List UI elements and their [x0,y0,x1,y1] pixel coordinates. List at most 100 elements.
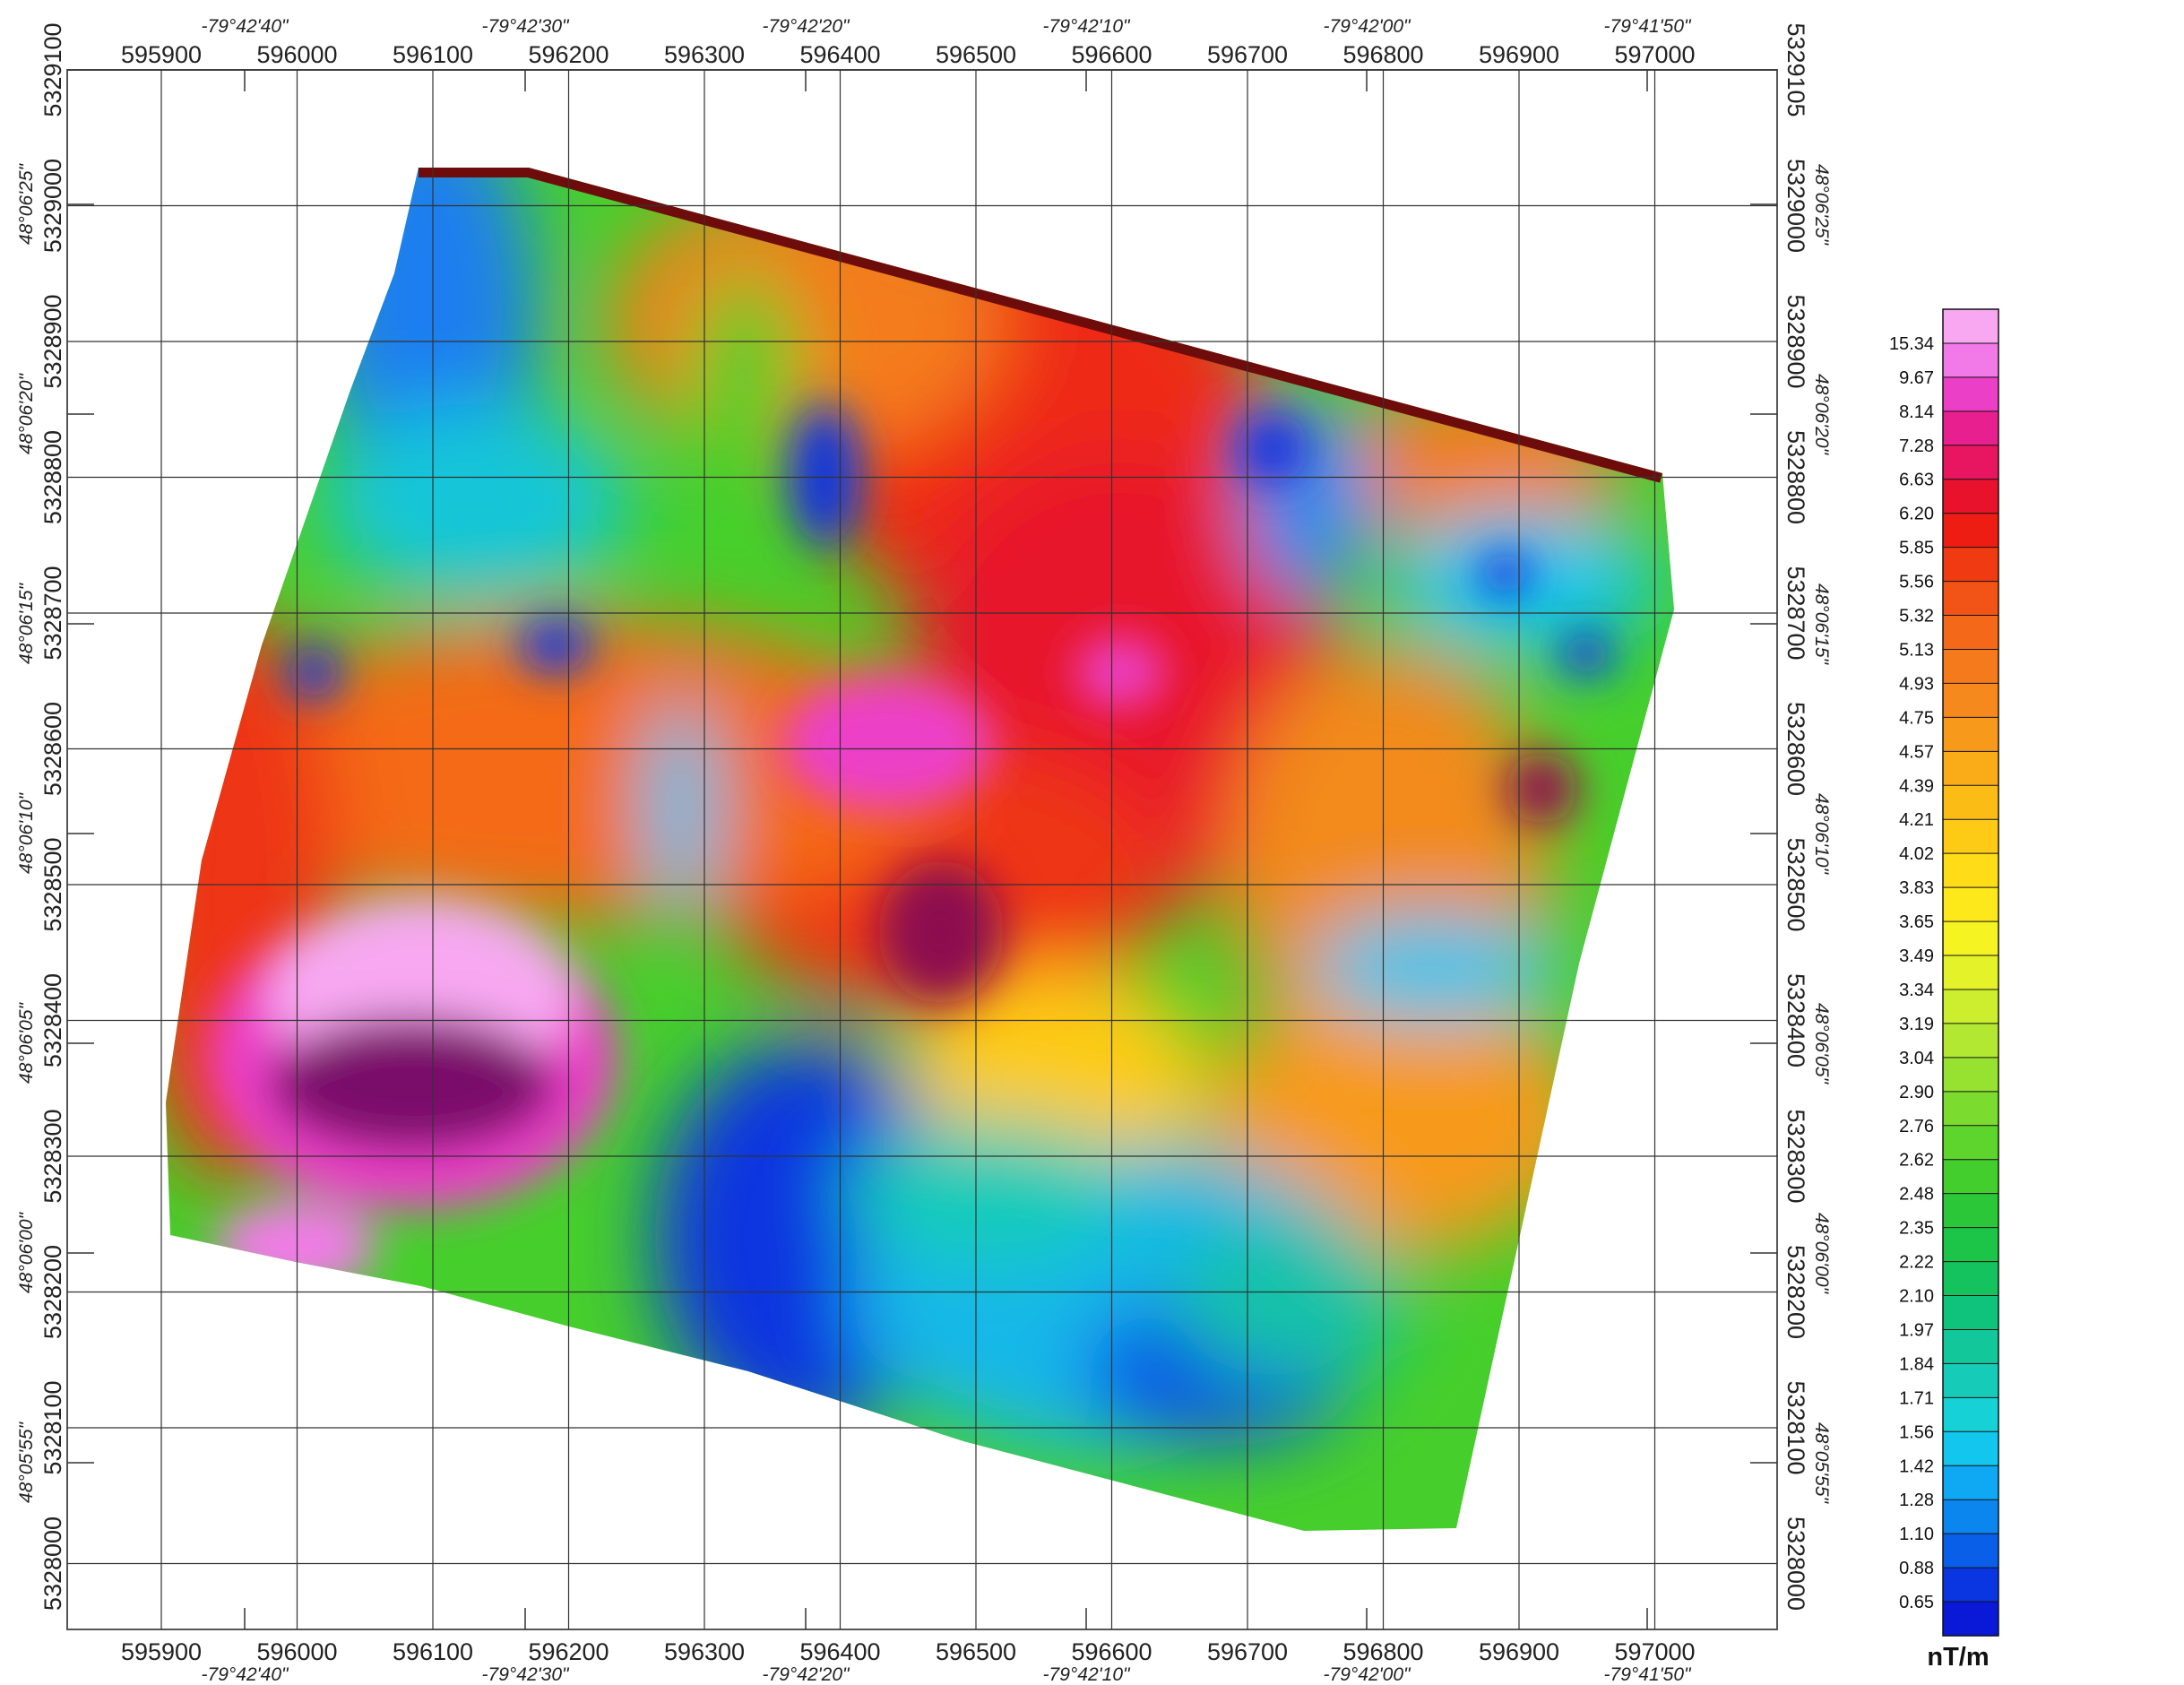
legend-bin [1943,1363,1998,1398]
colour-legend: 15.34 9.67 8.14 7.28 6.63 6.20 5.85 5.56 5.32 5.1… [1889,308,1999,1672]
legend-bin [1943,649,1998,685]
legend-bin [1943,1431,1998,1466]
legend-value-label: 5.32 [1899,607,1934,626]
easting-label-bottom: 596200 [528,1638,609,1665]
legend-value-label: 4.75 [1899,708,1934,728]
legend-value-label: 2.76 [1899,1117,1934,1136]
easting-label-top: 596300 [664,41,745,68]
latitude-label-left: 48°06'25" [16,162,37,244]
legend-bin [1943,819,1998,854]
legend-bin [1943,1159,1998,1195]
easting-label-top: 596900 [1479,41,1559,68]
legend-value-label: 5.56 [1899,573,1934,592]
longitude-label-top: -79°42'30" [482,16,570,37]
easting-label-bottom: 596300 [664,1638,745,1665]
legend-bin [1943,921,1998,956]
easting-label-bottom: 596900 [1479,1638,1559,1665]
legend-bin [1943,887,1998,922]
latitude-label-left: 48°06'20" [16,372,37,454]
northing-label-right: 5328800 [1783,430,1809,524]
northing-label-right: 5328100 [1783,1380,1809,1474]
northing-label-left: 5328100 [39,1380,66,1474]
legend-value-label: 5.85 [1899,539,1934,558]
legend-value-label: 4.93 [1899,674,1934,694]
legend-colour-bins [1942,308,1999,1637]
legend-bin [1943,445,1998,480]
legend-bin [1943,683,1998,718]
legend-bin [1943,1534,1998,1568]
legend-bin [1943,1397,1998,1432]
northing-label-right: 5328300 [1783,1109,1809,1203]
northing-label-right: 5328200 [1783,1245,1809,1339]
legend-bin [1943,581,1998,617]
northing-label-left: 5328400 [39,973,66,1067]
legend-value-label: 2.90 [1899,1083,1934,1102]
longitude-label-bottom: -79°42'00" [1324,1664,1411,1685]
easting-label-top: 596100 [393,41,473,68]
anomaly-raster [166,168,1674,1531]
legend-bin [1943,1193,1998,1229]
easting-label-top: 596200 [528,41,609,68]
legend-bin [1943,1125,1998,1161]
legend-value-label: 9.67 [1899,368,1934,388]
legend-bin [1943,1499,1998,1534]
easting-label-top: 596400 [799,41,880,68]
legend-value-label: 2.22 [1899,1253,1934,1273]
northing-label-left: 5328300 [39,1109,66,1203]
legend-value-label: 4.21 [1899,810,1934,830]
easting-label-bottom: 596800 [1342,1638,1423,1665]
easting-label-bottom: 597000 [1614,1638,1695,1665]
longitude-label-bottom: -79°41'50" [1604,1664,1692,1685]
easting-label-top: 597000 [1614,41,1695,68]
legend-border [1942,308,1999,1637]
easting-label-bottom: 596400 [799,1638,880,1665]
legend-bin [1943,615,1998,651]
legend-value-label: 1.97 [1899,1320,1934,1340]
legend-bin [1943,342,1998,378]
easting-label-bottom: 595900 [121,1638,202,1665]
legend-bin [1943,1091,1998,1127]
legend-value-label: 3.19 [1899,1015,1934,1034]
tick-labels: 595900 595900 596000 596000 596100 596100 5962… [16,16,1832,1685]
legend-value-label: 3.34 [1899,981,1934,1000]
longitude-label-bottom: -79°42'30" [482,1664,570,1685]
longitude-label-bottom: -79°42'20" [763,1664,850,1685]
legend-bin [1943,376,1998,412]
easting-label-top: 596600 [1071,41,1152,68]
legend-value-label: 6.63 [1899,471,1934,490]
legend-bin [1943,410,1998,446]
easting-label-bottom: 596700 [1207,1638,1288,1665]
legend-bin [1943,1261,1998,1297]
northing-label-right: 5328700 [1783,566,1809,660]
easting-label-top: 596500 [936,41,1016,68]
legend-bin [1943,1057,1998,1093]
longitude-label-top: -79°41'50" [1604,16,1692,37]
legend-bin [1943,751,1998,786]
northing-label-right: 5328500 [1783,837,1809,931]
legend-bin [1943,1465,1998,1500]
legend-value-label: 1.56 [1899,1422,1934,1442]
northing-label-left: 5328200 [39,1245,66,1339]
latitude-label-right: 48°05'55" [1811,1422,1832,1504]
northing-label-left: 5328800 [39,430,66,524]
legend-unit-label: nT/m [1927,1643,1989,1672]
latitude-label-right: 48°06'15" [1811,583,1832,665]
legend-bin [1943,1602,1998,1637]
latitude-label-left: 48°06'05" [16,1001,37,1083]
legend-value-label: 1.28 [1899,1491,1934,1510]
legend-value-label: 0.65 [1899,1593,1934,1612]
legend-value-label: 3.65 [1899,912,1934,932]
latitude-label-left: 48°06'00" [16,1211,37,1292]
legend-value-labels: 15.34 9.67 8.14 7.28 6.63 6.20 5.85 5.56 5.32 5.1… [1889,334,1934,1612]
latitude-label-left: 48°06'15" [16,582,37,663]
legend-value-label: 2.48 [1899,1185,1934,1205]
legend-bin [1943,717,1998,752]
legend-value-label: 8.14 [1899,402,1934,422]
latitude-label-right: 48°06'00" [1811,1213,1832,1294]
legend-value-label: 4.02 [1899,844,1934,864]
legend-value-label: 4.39 [1899,776,1934,796]
easting-label-bottom: 596000 [256,1638,337,1665]
northing-label-right: 5328000 [1783,1516,1809,1611]
legend-value-label: 2.62 [1899,1151,1934,1171]
